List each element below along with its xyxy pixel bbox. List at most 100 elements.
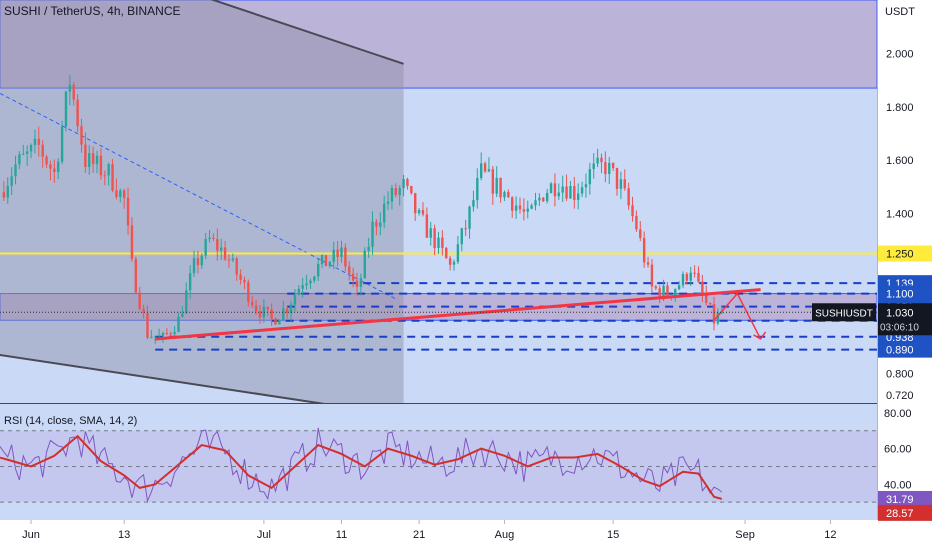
candle-body[interactable]	[608, 162, 611, 174]
candle-body[interactable]	[10, 176, 13, 186]
candle-body[interactable]	[154, 336, 157, 338]
candle-body[interactable]	[433, 228, 436, 248]
candle-body[interactable]	[592, 163, 595, 170]
candle-body[interactable]	[390, 188, 394, 202]
candle-body[interactable]	[464, 228, 467, 230]
candle-body[interactable]	[301, 285, 304, 289]
candle-body[interactable]	[309, 280, 312, 284]
candle-body[interactable]	[29, 145, 33, 152]
candle-body[interactable]	[138, 292, 141, 309]
candle-body[interactable]	[545, 192, 549, 202]
candle-body[interactable]	[57, 161, 60, 173]
candle-body[interactable]	[708, 302, 712, 305]
candle-body[interactable]	[130, 225, 134, 260]
candle-body[interactable]	[565, 186, 568, 199]
candle-body[interactable]	[247, 282, 250, 302]
candle-body[interactable]	[359, 278, 363, 287]
candle-body[interactable]	[666, 285, 669, 297]
candle-body[interactable]	[103, 175, 106, 177]
candle-body[interactable]	[60, 126, 64, 162]
candle-body[interactable]	[627, 188, 630, 206]
candle-body[interactable]	[631, 205, 634, 216]
candle-body[interactable]	[600, 157, 603, 163]
candle-body[interactable]	[511, 197, 514, 211]
candle-body[interactable]	[188, 273, 192, 291]
candle-body[interactable]	[173, 331, 176, 334]
candle-body[interactable]	[270, 309, 273, 319]
candle-body[interactable]	[344, 247, 347, 267]
candle-body[interactable]	[95, 155, 99, 165]
candle-body[interactable]	[382, 203, 386, 223]
candle-body[interactable]	[386, 201, 390, 204]
candle-body[interactable]	[549, 183, 553, 193]
candle-body[interactable]	[293, 294, 297, 305]
candle-body[interactable]	[84, 144, 87, 167]
candle-body[interactable]	[231, 258, 235, 261]
candle-body[interactable]	[165, 332, 169, 334]
candle-body[interactable]	[196, 258, 200, 266]
candle-body[interactable]	[604, 162, 607, 174]
candle-body[interactable]	[677, 285, 681, 290]
candle-body[interactable]	[223, 247, 227, 260]
candle-body[interactable]	[654, 286, 658, 289]
candle-body[interactable]	[91, 153, 95, 165]
candle-body[interactable]	[491, 169, 495, 194]
candle-body[interactable]	[642, 237, 646, 263]
candle-body[interactable]	[410, 185, 413, 194]
candle-body[interactable]	[235, 258, 238, 275]
candle-body[interactable]	[157, 335, 161, 337]
candle-body[interactable]	[348, 266, 351, 274]
candle-body[interactable]	[243, 279, 246, 283]
candle-body[interactable]	[122, 190, 126, 199]
candle-body[interactable]	[119, 190, 122, 197]
candle-body[interactable]	[278, 320, 281, 325]
candle-body[interactable]	[355, 280, 359, 287]
candle-body[interactable]	[200, 255, 203, 266]
candle-body[interactable]	[635, 215, 638, 230]
candle-body[interactable]	[126, 198, 130, 226]
candle-body[interactable]	[580, 187, 584, 194]
candle-body[interactable]	[177, 316, 180, 332]
candle-body[interactable]	[689, 272, 692, 281]
candle-body[interactable]	[324, 255, 328, 267]
candle-body[interactable]	[701, 281, 704, 295]
candle-body[interactable]	[705, 294, 708, 303]
candle-body[interactable]	[258, 311, 262, 318]
candle-body[interactable]	[452, 261, 456, 265]
candle-body[interactable]	[363, 250, 366, 279]
candle-body[interactable]	[367, 246, 370, 251]
candle-body[interactable]	[468, 206, 471, 229]
candle-body[interactable]	[80, 126, 83, 145]
candle-body[interactable]	[6, 185, 9, 198]
candle-body[interactable]	[619, 179, 623, 189]
candle-body[interactable]	[398, 188, 401, 196]
candle-body[interactable]	[402, 179, 405, 189]
candle-body[interactable]	[584, 184, 588, 188]
candle-body[interactable]	[274, 318, 277, 325]
candle-body[interactable]	[429, 228, 432, 238]
rsi-ma-line[interactable]	[0, 434, 723, 500]
candle-body[interactable]	[674, 289, 677, 297]
candle-body[interactable]	[169, 333, 172, 335]
candle-body[interactable]	[530, 205, 533, 209]
candle-body[interactable]	[615, 168, 619, 189]
candle-body[interactable]	[425, 214, 429, 238]
candle-body[interactable]	[460, 228, 463, 245]
candle-body[interactable]	[576, 193, 580, 200]
candle-body[interactable]	[596, 157, 599, 164]
candle-body[interactable]	[371, 221, 374, 247]
projection-path[interactable]	[713, 292, 762, 340]
candle-body[interactable]	[336, 249, 339, 258]
candle-body[interactable]	[394, 188, 398, 196]
candle-body[interactable]	[526, 208, 529, 212]
candle-body[interactable]	[134, 259, 138, 293]
candle-body[interactable]	[588, 169, 592, 185]
candle-body[interactable]	[476, 178, 479, 201]
candle-body[interactable]	[503, 192, 506, 198]
candle-body[interactable]	[239, 274, 242, 280]
candle-body[interactable]	[662, 285, 665, 298]
candle-body[interactable]	[282, 308, 285, 321]
candle-body[interactable]	[115, 190, 118, 197]
candle-body[interactable]	[499, 177, 502, 198]
